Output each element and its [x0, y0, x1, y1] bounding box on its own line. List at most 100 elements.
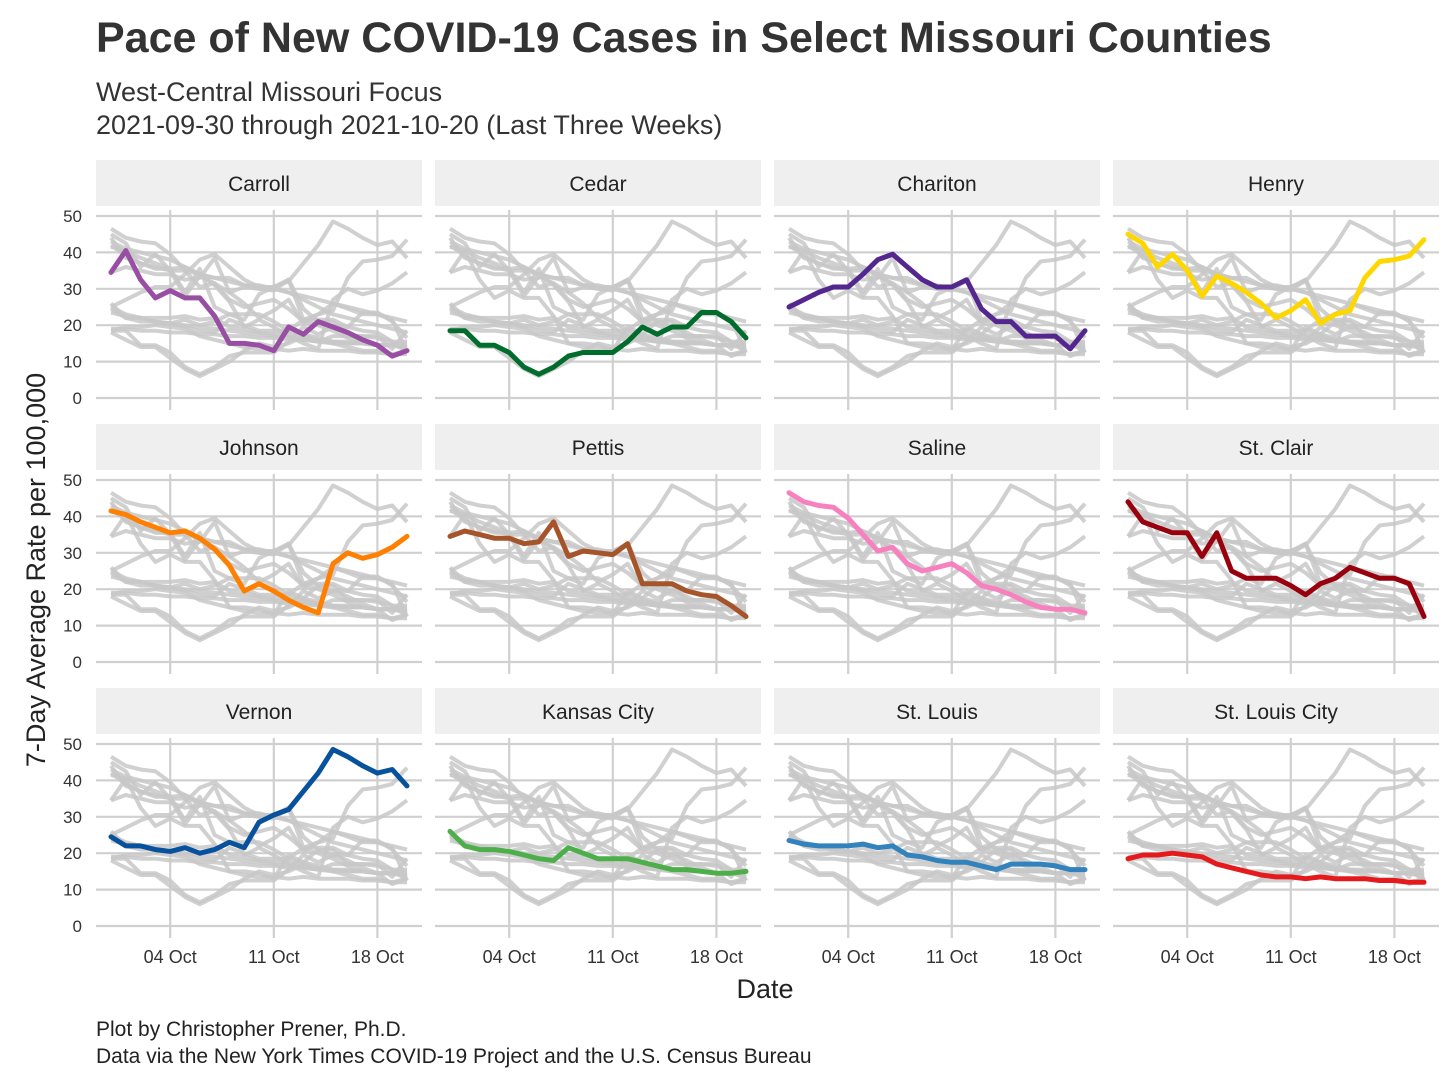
facet-strip	[1113, 160, 1439, 206]
facet-panel: St. Clair	[1113, 424, 1439, 674]
x-tick-label: 11 Oct	[587, 947, 639, 967]
background-series-line	[1127, 330, 1425, 379]
facet-panel: Cedar	[435, 160, 761, 410]
y-tick-label: 0	[73, 917, 82, 936]
background-series-line	[788, 305, 1086, 349]
background-series-line	[449, 767, 747, 863]
background-series-line	[1127, 833, 1425, 877]
facet-panel: St. Louis 04 Oct 11 Oct 18 Oct	[774, 688, 1100, 967]
y-tick-label: 50	[63, 207, 82, 226]
background-series-line	[109, 771, 408, 852]
background-series-line	[788, 858, 1086, 907]
facet-strip-label: Pettis	[572, 437, 625, 460]
x-tick-label: 04 Oct	[144, 947, 197, 967]
y-tick-label: 20	[63, 844, 82, 863]
facet-panel: Henry	[1113, 160, 1439, 410]
background-series-line	[788, 330, 1086, 379]
y-tick-label: 40	[63, 771, 82, 790]
background-series-line	[110, 587, 407, 621]
background-series-line	[787, 507, 1086, 588]
y-tick-label: 10	[63, 353, 82, 372]
facet-strip-label: Cedar	[569, 173, 626, 196]
background-series-line	[110, 323, 407, 357]
subtitle-line-1: West-Central Missouri Focus	[96, 77, 443, 107]
background-series-line	[788, 508, 1087, 615]
background-series-line	[110, 503, 408, 599]
chart-subtitle: West-Central Missouri Focus 2021-09-30 t…	[96, 76, 722, 142]
background-series-line	[788, 323, 1085, 357]
facet-panel: Johnson 0 10 20 30 40 50	[63, 424, 422, 674]
background-series-line	[1127, 323, 1424, 357]
facet-strip	[774, 688, 1100, 734]
facet-strip-label: Kansas City	[542, 701, 655, 724]
background-series-line	[449, 244, 748, 351]
background-series-line	[1127, 508, 1426, 615]
x-tick-label: 18 Oct	[690, 947, 743, 967]
y-tick-label: 40	[63, 243, 82, 262]
highlight-series-line	[108, 248, 410, 359]
caption-line-2: Data via the New York Times COVID-19 Pro…	[96, 1045, 812, 1068]
facet-strip-label: St. Louis City	[1214, 701, 1338, 724]
background-series-line	[788, 244, 1087, 351]
background-series-line	[448, 507, 747, 588]
highlight-series-line	[1125, 499, 1427, 619]
facet-strip-label: St. Clair	[1239, 437, 1314, 460]
background-series-line	[110, 244, 409, 351]
x-tick-label: 18 Oct	[1368, 947, 1421, 967]
facet-strip-label: Saline	[908, 437, 966, 460]
x-tick-label: 18 Oct	[1029, 947, 1082, 967]
background-series-line	[787, 771, 1086, 852]
highlight-series-line	[786, 251, 1088, 352]
highlight-series-line	[447, 828, 749, 876]
y-tick-label: 20	[63, 580, 82, 599]
facet-chart: Carroll 0 10 20 30 40 50 Cedar Chariton Henry John…	[21, 160, 1439, 1004]
background-series-line	[788, 503, 1086, 599]
background-series-line	[448, 771, 747, 852]
background-series-line	[788, 587, 1085, 621]
facet-strip	[96, 688, 422, 734]
x-tick-label: 04 Oct	[822, 947, 875, 967]
background-series-line	[449, 851, 746, 885]
background-series-line	[111, 838, 409, 905]
background-series-line	[1127, 767, 1425, 863]
facet-strip	[435, 160, 761, 206]
background-series-line	[449, 508, 748, 615]
background-series-line	[450, 838, 748, 905]
highlight-series-line	[447, 519, 749, 619]
background-series-line	[1127, 305, 1425, 349]
background-series-line	[789, 838, 1087, 905]
facet-panel: Chariton	[774, 160, 1100, 410]
background-series-line	[449, 772, 748, 879]
facet-panel: Kansas City 04 Oct 11 Oct 18 Oct	[435, 688, 761, 967]
background-series-line	[1126, 771, 1425, 852]
background-series-line	[789, 574, 1087, 641]
background-series-line	[111, 310, 409, 377]
background-series-line	[450, 574, 748, 641]
facet-strip-label: Carroll	[228, 173, 290, 196]
facet-panel: Carroll 0 10 20 30 40 50	[63, 160, 422, 410]
background-series-line	[1127, 569, 1425, 613]
x-tick-label: 11 Oct	[248, 947, 300, 967]
background-series-line	[1128, 838, 1426, 905]
background-series-line	[449, 305, 747, 349]
background-series-line	[1128, 574, 1426, 641]
background-series-line	[788, 851, 1085, 885]
background-series-line	[109, 507, 408, 588]
background-series-line	[110, 851, 407, 885]
y-tick-label: 20	[63, 316, 82, 335]
facet-panel: Vernon 0 10 20 30 40 50 04 Oct 11 Oct 18 Oct	[63, 688, 422, 967]
facet-strip-label: Chariton	[897, 173, 976, 196]
highlight-series-line	[786, 490, 1088, 616]
facet-strip	[96, 424, 422, 470]
highlight-series-line	[786, 838, 1088, 873]
y-tick-label: 30	[63, 280, 82, 299]
highlight-series-line	[447, 310, 749, 377]
background-series-line	[1127, 772, 1426, 879]
x-tick-label: 04 Oct	[483, 947, 536, 967]
background-series-line	[449, 587, 746, 621]
y-tick-label: 30	[63, 808, 82, 827]
highlight-series-line	[108, 508, 410, 616]
background-series-line	[110, 569, 408, 613]
x-axis-label: Date	[736, 974, 793, 1004]
y-tick-label: 40	[63, 507, 82, 526]
